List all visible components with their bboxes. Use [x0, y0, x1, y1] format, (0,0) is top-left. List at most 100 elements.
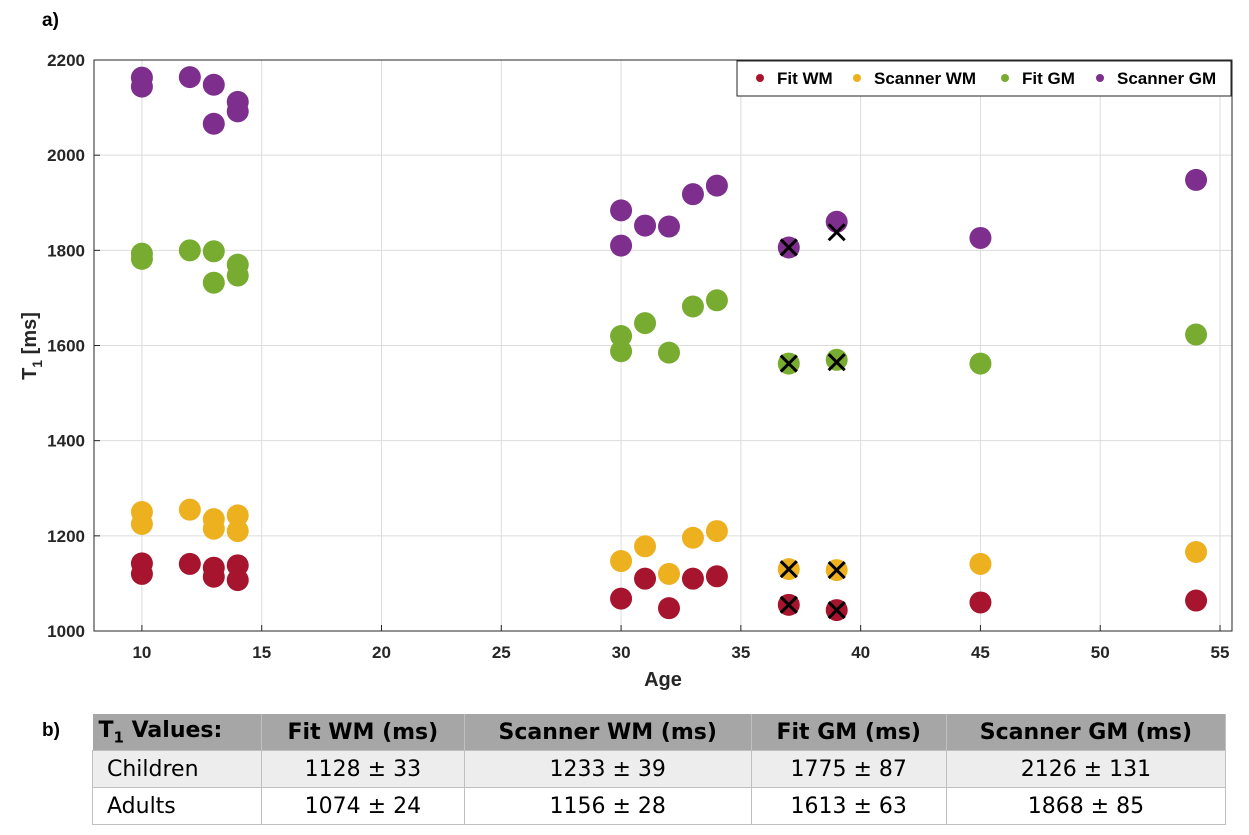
scanner-wm-point — [969, 552, 992, 575]
cell-fit-wm: 1128 ± 33 — [260, 750, 465, 788]
y-tick-label: 1000 — [47, 622, 85, 641]
x-marker-stroke — [779, 595, 798, 614]
scanner-gm-point — [226, 100, 249, 123]
panel-a-label: a) — [42, 10, 59, 31]
row-label: Children — [92, 750, 262, 788]
x-marker-stroke — [827, 353, 846, 372]
x-marker-stroke — [779, 354, 798, 373]
x-tick-label: 40 — [851, 643, 870, 662]
fit-gm-point — [1185, 323, 1208, 346]
fit-wm-point — [130, 562, 153, 585]
excluded-x-marker — [779, 354, 798, 373]
excluded-x-marker — [779, 560, 798, 579]
cell-fit-wm: 1074 ± 24 — [260, 787, 465, 825]
scanner-gm-point — [681, 183, 704, 206]
scanner-wm-point — [226, 504, 249, 527]
y-tick-label: 1600 — [47, 337, 85, 356]
fit-gm-point — [610, 324, 633, 347]
scanner-gm-point — [634, 214, 657, 237]
fit-gm-point — [657, 341, 680, 364]
fit-gm-point — [202, 271, 225, 294]
legend-label-scanner-gm: Scanner GM — [1117, 69, 1216, 88]
header-scanner-gm: Scanner GM (ms) — [946, 714, 1227, 751]
cell-scanner-gm: 2126 ± 131 — [945, 750, 1227, 788]
t1-values-table: T1 Values: Fit WM (ms) Scanner WM (ms) F… — [92, 714, 1227, 825]
scanner-gm-point — [657, 215, 680, 238]
x-tick-label: 55 — [1211, 643, 1230, 662]
fit-gm-point — [202, 240, 225, 263]
scanner-wm-point — [705, 520, 728, 543]
fit-gm-point — [705, 289, 728, 312]
cell-fit-gm: 1775 ± 87 — [750, 750, 947, 788]
table-row-adults: Adults 1074 ± 24 1156 ± 28 1613 ± 63 186… — [92, 787, 1227, 825]
x-tick-label: 10 — [132, 643, 151, 662]
x-marker-stroke — [827, 601, 846, 620]
x-tick-label: 35 — [731, 643, 750, 662]
scanner-gm-point — [705, 174, 728, 197]
table-row-children: Children 1128 ± 33 1233 ± 39 1775 ± 87 2… — [92, 750, 1227, 788]
fit-wm-point — [705, 565, 728, 588]
fit-gm-point — [969, 352, 992, 375]
legend-box — [736, 60, 1232, 97]
x-marker-stroke — [779, 238, 798, 257]
legend-marker-scanner-gm — [1096, 74, 1104, 82]
excluded-x-marker — [827, 223, 846, 242]
fit-wm-point — [226, 569, 249, 592]
y-axis-title-main: T — [19, 368, 41, 380]
scatter-chart: 10 15 20 25 30 35 40 45 50 55 1000 1200 1400 1600 1800… — [19, 51, 1233, 691]
scanner-wm-point — [178, 498, 201, 521]
table-header-row: T1 Values: Fit WM (ms) Scanner WM (ms) F… — [92, 714, 1227, 751]
scanner-wm-point — [681, 526, 704, 549]
y-tick-label: 2200 — [47, 51, 85, 70]
excluded-x-marker — [827, 353, 846, 372]
y-axis-title: T1 [ms] — [19, 312, 45, 380]
x-tick-label: 20 — [372, 643, 391, 662]
fit-gm-point — [130, 247, 153, 270]
scanner-gm-point — [1185, 168, 1208, 191]
header-scanner-wm: Scanner WM (ms) — [464, 714, 752, 751]
scanner-wm-point — [610, 550, 633, 573]
y-tick-label: 1800 — [47, 241, 85, 260]
scanner-gm-point — [202, 112, 225, 135]
legend-label-scanner-wm: Scanner WM — [874, 69, 976, 88]
scanner-gm-point — [825, 210, 848, 233]
cell-fit-gm: 1613 ± 63 — [750, 787, 947, 825]
x-marker-stroke — [827, 223, 846, 242]
x-tick-label: 15 — [252, 643, 271, 662]
y-tick-label: 1200 — [47, 527, 85, 546]
x-tick-label: 50 — [1091, 643, 1110, 662]
fit-wm-point — [657, 597, 680, 620]
fit-wm-point — [178, 552, 201, 575]
y-tick-label: 2000 — [47, 146, 85, 165]
excluded-x-marker — [779, 238, 798, 257]
excluded-x-marker — [779, 595, 798, 614]
header-fit-wm: Fit WM (ms) — [261, 714, 465, 751]
scanner-gm-point — [202, 73, 225, 96]
header-t1-main: T — [98, 717, 114, 743]
scanner-gm-point — [178, 66, 201, 89]
fit-gm-point — [681, 295, 704, 318]
scanner-gm-point — [610, 234, 633, 257]
legend-marker-fit-wm — [756, 74, 764, 82]
axis-ticks: 10 15 20 25 30 35 40 45 50 55 1000 1200 1400 1600 1800… — [47, 51, 1229, 662]
fit-gm-point — [226, 264, 249, 287]
row-label: Adults — [92, 787, 262, 825]
scanner-wm-point — [130, 512, 153, 535]
fit-wm-point — [610, 587, 633, 610]
legend-label-fit-wm: Fit WM — [777, 69, 833, 88]
y-axis-title-subscript: 1 — [29, 360, 45, 368]
fit-gm-point — [634, 312, 657, 335]
excluded-markers — [779, 223, 846, 620]
cell-scanner-wm: 1156 ± 28 — [463, 787, 752, 825]
excluded-x-marker — [827, 601, 846, 620]
legend-marker-scanner-wm — [853, 74, 861, 82]
cell-scanner-wm: 1233 ± 39 — [463, 750, 752, 788]
fit-wm-point — [202, 565, 225, 588]
fit-gm-point — [610, 340, 633, 363]
header-fit-gm: Fit GM (ms) — [751, 714, 947, 751]
x-tick-label: 25 — [492, 643, 511, 662]
y-axis-title-unit: [ms] — [19, 312, 41, 354]
scanner-wm-point — [1185, 541, 1208, 564]
legend-marker-fit-gm — [1001, 74, 1009, 82]
fit-wm-point — [969, 591, 992, 614]
